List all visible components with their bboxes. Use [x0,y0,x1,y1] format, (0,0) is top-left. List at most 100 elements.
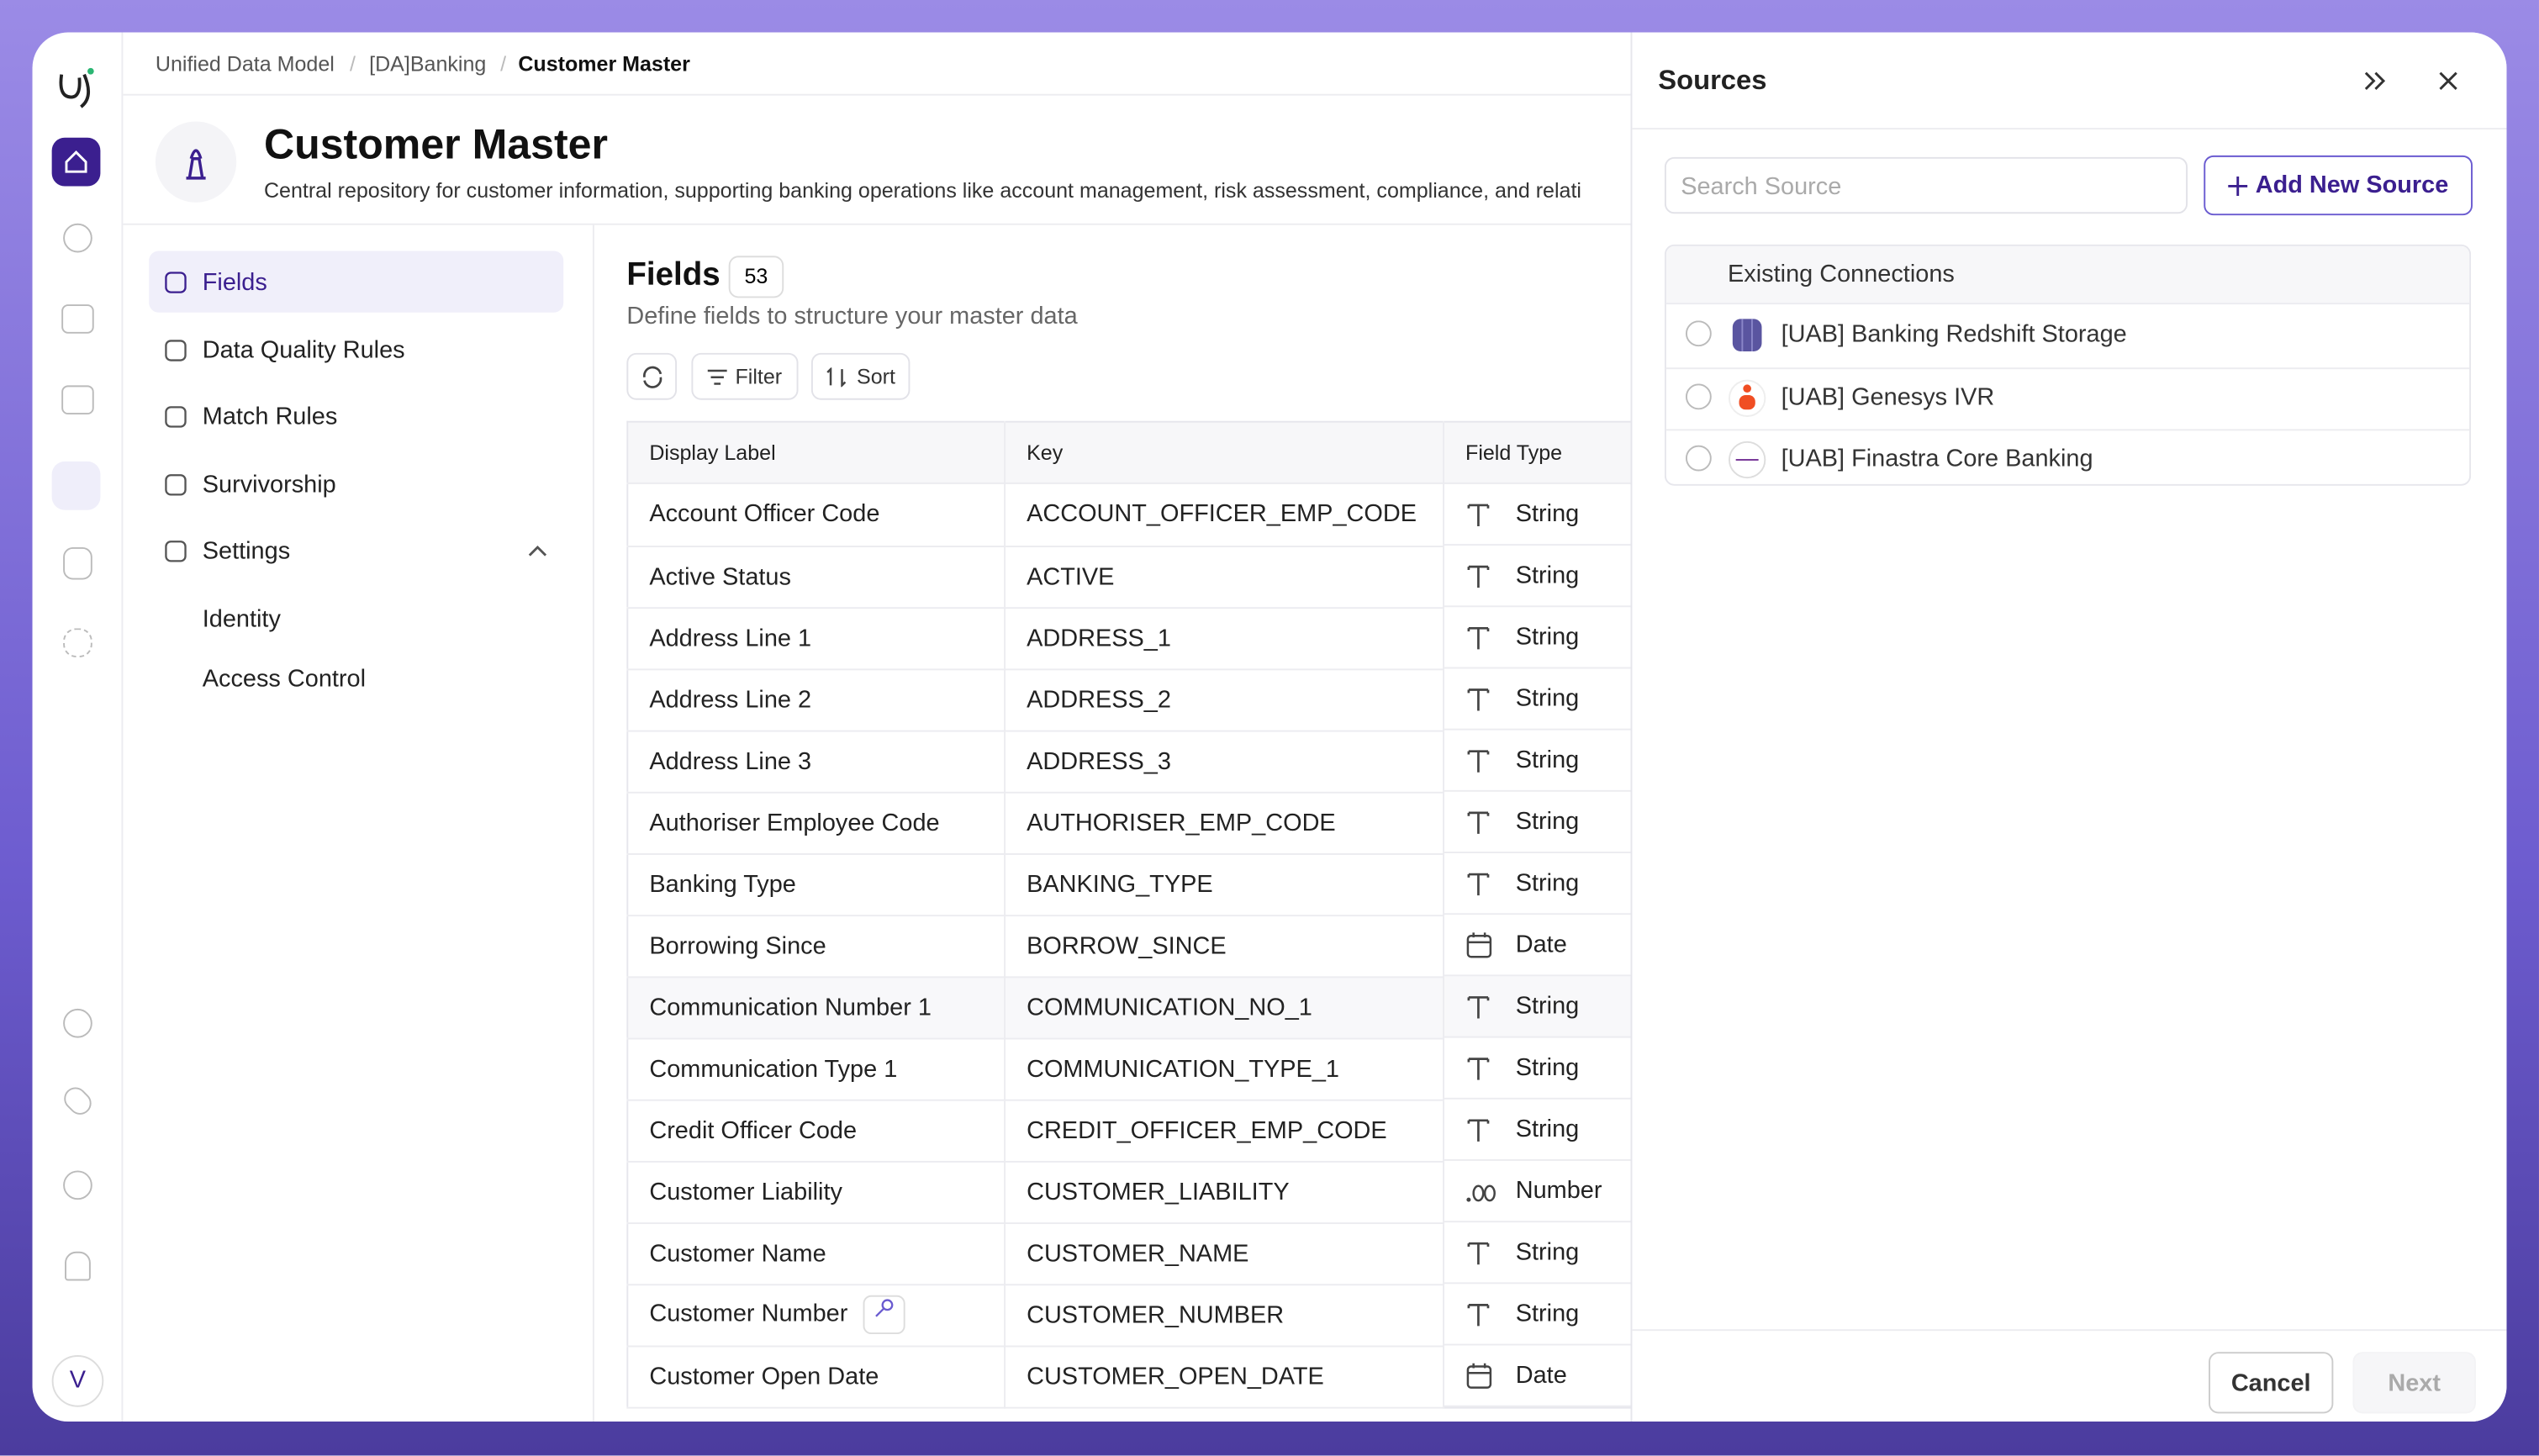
table-row[interactable]: Customer Name CUSTOMER_NAME String [627,1222,1655,1285]
radio[interactable] [1685,320,1713,356]
rules-icon[interactable] [61,385,94,415]
nav-subitem[interactable]: Access Control [202,665,367,694]
next-button[interactable]: Next [2352,1352,2476,1414]
field-type: String [1515,808,1580,836]
bell-icon[interactable] [65,1251,91,1281]
nav-item[interactable]: Settings [202,537,291,566]
field-key: CREDIT_OFFICER_EMP_CODE [1005,1099,1444,1162]
table-row[interactable]: Customer Liability CUSTOMER_LIABILITY Numb… [627,1160,1655,1224]
icon [1467,688,1490,710]
divider [1632,1329,2507,1332]
field-type: String [1515,869,1580,898]
logo [59,67,94,108]
field-type: String [1515,746,1580,774]
section-title: Existing Connections [1728,261,1955,288]
field-type: String [1515,1116,1580,1143]
nav-item[interactable]: Match Rules [202,403,338,431]
table-row[interactable]: Customer Number CUSTOMER_NUMBER String [627,1284,1655,1347]
row-divider [1665,429,2470,431]
nav-item[interactable]: Fields [202,268,267,297]
field-type-cell: Date [1444,915,1655,977]
field-type-cell: Number [1444,1160,1655,1223]
field-key: CUSTOMER_NUMBER [1005,1284,1444,1347]
filter-button[interactable]: Filter [691,352,799,400]
icon [1729,378,1766,416]
add-source-button[interactable]: Add New Source [2204,155,2473,216]
connection-name[interactable]: [UAB] Finastra Core Banking [1781,445,2093,473]
sort-button[interactable]: Sort [810,352,911,400]
breadcrumb-item[interactable]: [DA]Banking [369,51,487,76]
radio[interactable] [1685,382,1713,418]
nav-icon [164,339,188,372]
display-label: Address Line 1 [627,607,1006,670]
table-row[interactable]: Active Status ACTIVE String [627,546,1655,609]
field-key-text: ADDRESS_1 [1027,624,1171,652]
table-row[interactable]: Banking Type BANKING_TYPE String [627,853,1655,916]
field-key-text: ACCOUNT_OFFICER_EMP_CODE [1027,500,1417,529]
data-icon[interactable] [63,546,92,580]
primary-key-badge [862,1295,905,1335]
records-icon[interactable] [61,304,94,334]
column-header[interactable]: Display Label [627,421,1006,484]
radio[interactable] [1685,445,1713,481]
layers-icon[interactable] [59,1082,97,1120]
column-header[interactable]: Field Type [1444,421,1657,484]
field-key-text: CUSTOMER_OPEN_DATE [1027,1363,1324,1390]
table-row[interactable]: Address Line 3 ADDRESS_3 String [627,730,1655,793]
icon [1466,1362,1492,1388]
field-key-text: CUSTOMER_LIABILITY [1027,1178,1290,1205]
close-button[interactable] [2436,68,2462,94]
icon [1467,1241,1490,1264]
icon [1467,564,1490,588]
icon [1685,382,1712,409]
field-type: String [1515,1300,1580,1328]
table-row[interactable]: Communication Type 1 COMMUNICATION_TYPE_1… [627,1037,1655,1100]
nav-subitem[interactable]: Identity [202,605,281,634]
search-input[interactable]: Search Source [1664,156,2188,214]
table-row[interactable]: Address Line 2 ADDRESS_2 String [627,668,1655,731]
collapse-button[interactable] [2361,68,2387,94]
home-icon[interactable] [51,137,101,187]
chevron[interactable] [526,542,549,558]
breadcrumb-sep: / [500,51,507,76]
nav-icon [164,405,188,438]
fields-count: 53 [728,256,784,298]
table-row[interactable]: Communication Number 1 COMMUNICATION_NO_1… [627,976,1655,1039]
table-row[interactable]: Customer Open Date CUSTOMER_OPEN_DATE Date [627,1345,1655,1409]
table-row[interactable]: Authoriser Employee Code AUTHORISER_EMP_C… [627,791,1655,854]
icon [875,1299,894,1317]
field-type-cell: String [1444,546,1655,608]
connection-name[interactable]: [UAB] Genesys IVR [1781,382,1995,411]
settings-icon[interactable] [63,1170,92,1200]
fields-table: Display Label Key Field Type Account Office… [626,420,1657,1409]
active-icon[interactable] [51,461,101,510]
field-type-cell: String [1444,1284,1655,1346]
table-row[interactable]: Address Line 1 ADDRESS_1 String [627,607,1655,670]
table-row[interactable]: Account Officer Code ACCOUNT_OFFICER_EMP_… [627,483,1655,547]
table-row[interactable]: Credit Officer Code CREDIT_OFFICER_EMP_CO… [627,1099,1655,1162]
field-key-text: COMMUNICATION_NO_1 [1027,993,1312,1021]
filter-label: Filter [735,364,783,389]
breadcrumb-item[interactable]: Unified Data Model [155,51,335,76]
icon [1685,320,1712,347]
field-key: CUSTOMER_LIABILITY [1005,1160,1444,1224]
icon [1466,931,1492,957]
table-row[interactable]: Borrowing Since BORROW_SINCE Date [627,915,1655,978]
connection-name[interactable]: [UAB] Banking Redshift Storage [1781,320,2127,349]
cancel-button[interactable]: Cancel [2209,1352,2334,1414]
icon [1467,749,1490,772]
nav-item[interactable]: Data Quality Rules [202,336,405,365]
security-icon[interactable] [63,1008,92,1038]
entity-icon [155,121,237,203]
breadcrumb-current: Customer Master [518,51,690,76]
users-icon[interactable] [63,223,92,253]
field-type: String [1515,1053,1580,1082]
icon [165,474,187,496]
field-key: ACCOUNT_OFFICER_EMP_CODE [1005,483,1444,547]
apps-icon[interactable] [63,628,92,657]
nav-item[interactable]: Survivorship [202,471,336,499]
column-header[interactable]: Key [1005,421,1444,484]
refresh-button[interactable] [626,352,678,400]
avatar[interactable]: V [51,1355,104,1407]
